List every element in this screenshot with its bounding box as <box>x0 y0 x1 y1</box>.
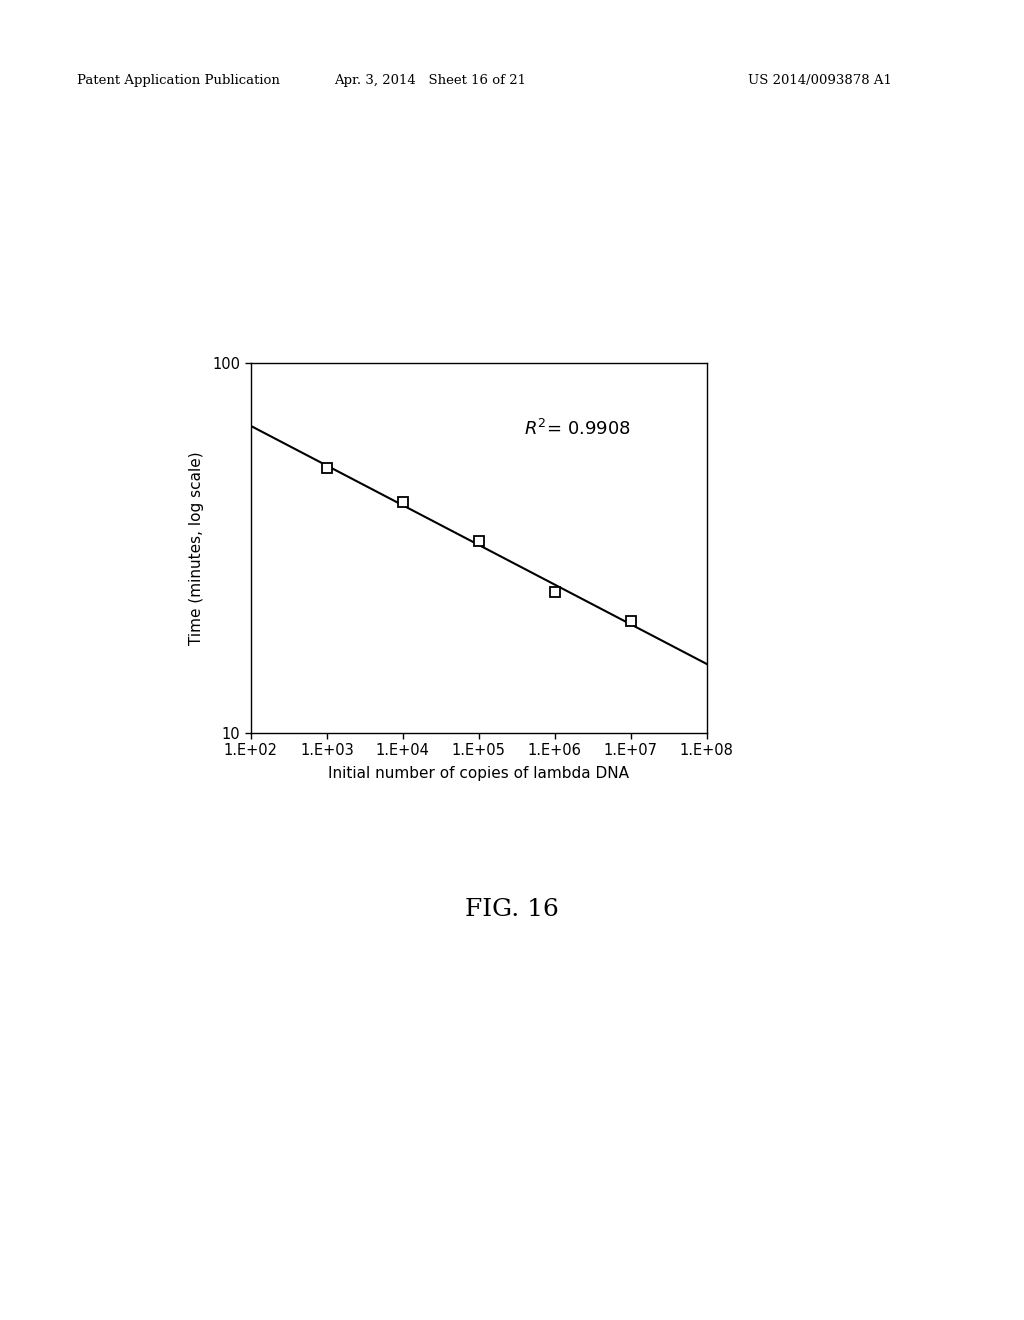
Text: $R^{2}$= 0.9908: $R^{2}$= 0.9908 <box>524 418 631 438</box>
Text: Patent Application Publication: Patent Application Publication <box>77 74 280 87</box>
Text: Apr. 3, 2014   Sheet 16 of 21: Apr. 3, 2014 Sheet 16 of 21 <box>334 74 526 87</box>
Y-axis label: Time (minutes, log scale): Time (minutes, log scale) <box>189 451 204 644</box>
Text: FIG. 16: FIG. 16 <box>465 898 559 920</box>
X-axis label: Initial number of copies of lambda DNA: Initial number of copies of lambda DNA <box>329 767 629 781</box>
Text: US 2014/0093878 A1: US 2014/0093878 A1 <box>748 74 892 87</box>
